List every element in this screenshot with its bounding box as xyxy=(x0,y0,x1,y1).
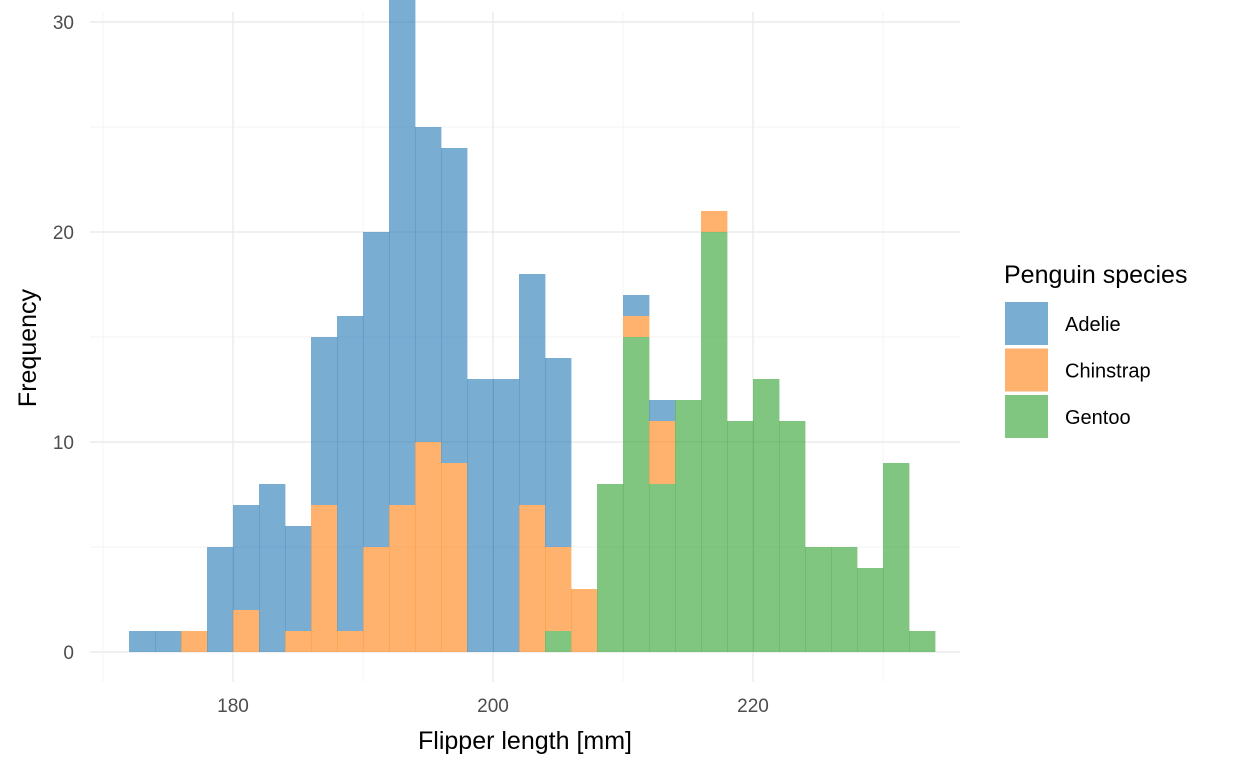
bar-chinstrap xyxy=(623,316,650,337)
legend-key-gentoo xyxy=(1005,395,1048,438)
bar-gentoo xyxy=(649,484,676,652)
bar-chinstrap xyxy=(389,505,416,652)
bar-chinstrap xyxy=(363,547,390,652)
bar-adelie xyxy=(285,526,312,631)
bar-gentoo xyxy=(857,568,884,652)
bar-adelie xyxy=(493,379,520,652)
y-tick-label: 10 xyxy=(53,433,74,454)
bar-gentoo xyxy=(883,463,910,652)
legend-label-chinstrap: Chinstrap xyxy=(1065,361,1151,383)
bar-adelie xyxy=(233,505,260,610)
bar-gentoo xyxy=(675,400,702,652)
bar-chinstrap xyxy=(649,421,676,484)
bar-adelie xyxy=(519,274,546,505)
bar-gentoo xyxy=(779,421,806,652)
bar-adelie xyxy=(259,484,286,652)
bar-adelie xyxy=(311,337,338,505)
x-tick-label: 180 xyxy=(217,696,249,717)
bar-gentoo xyxy=(909,631,936,652)
x-axis-title: Flipper length [mm] xyxy=(418,727,632,755)
bar-gentoo xyxy=(545,631,572,652)
bar-adelie xyxy=(389,0,416,505)
y-tick-label: 20 xyxy=(53,223,74,244)
bar-chinstrap xyxy=(181,631,208,652)
bar-adelie xyxy=(545,358,572,547)
bar-adelie xyxy=(155,631,182,652)
bar-gentoo xyxy=(701,232,728,652)
legend-key-chinstrap xyxy=(1005,348,1048,392)
bar-adelie xyxy=(415,127,442,442)
bar-chinstrap xyxy=(233,610,260,652)
bar-gentoo xyxy=(753,379,780,652)
bar-adelie xyxy=(207,547,234,652)
y-tick-label: 0 xyxy=(63,643,74,664)
x-axis-tick-labels: 180 200 220 xyxy=(217,696,769,717)
histogram-bars xyxy=(129,0,936,652)
bar-adelie xyxy=(337,316,364,631)
bar-adelie xyxy=(623,295,650,316)
bar-adelie xyxy=(467,379,494,652)
x-tick-label: 200 xyxy=(477,696,509,717)
bar-adelie xyxy=(129,631,156,652)
legend-key-adelie xyxy=(1005,302,1048,345)
bar-chinstrap xyxy=(285,631,312,652)
bar-gentoo xyxy=(623,337,650,652)
y-axis-title: Frequency xyxy=(14,288,42,407)
legend-label-gentoo: Gentoo xyxy=(1065,407,1131,429)
bar-adelie xyxy=(649,400,676,421)
bar-chinstrap xyxy=(519,505,546,652)
bar-chinstrap xyxy=(415,442,442,652)
bar-chinstrap xyxy=(441,463,468,652)
bar-chinstrap xyxy=(545,547,572,631)
legend-title: Penguin species xyxy=(1004,261,1187,289)
bar-gentoo xyxy=(727,421,754,652)
bar-chinstrap xyxy=(701,211,728,232)
bar-chinstrap xyxy=(571,589,598,652)
legend: Penguin species Adelie Chinstrap Gentoo xyxy=(1004,261,1187,438)
bar-gentoo xyxy=(805,547,832,652)
bar-gentoo xyxy=(597,484,624,652)
y-tick-label: 30 xyxy=(53,13,74,34)
y-axis-tick-labels: 0 10 20 30 xyxy=(53,13,74,664)
bar-adelie xyxy=(441,148,468,463)
x-tick-label: 220 xyxy=(737,696,769,717)
bar-chinstrap xyxy=(311,505,338,652)
bar-gentoo xyxy=(831,547,858,652)
legend-label-adelie: Adelie xyxy=(1065,314,1121,336)
bar-chinstrap xyxy=(337,631,364,652)
bar-adelie xyxy=(363,232,390,547)
